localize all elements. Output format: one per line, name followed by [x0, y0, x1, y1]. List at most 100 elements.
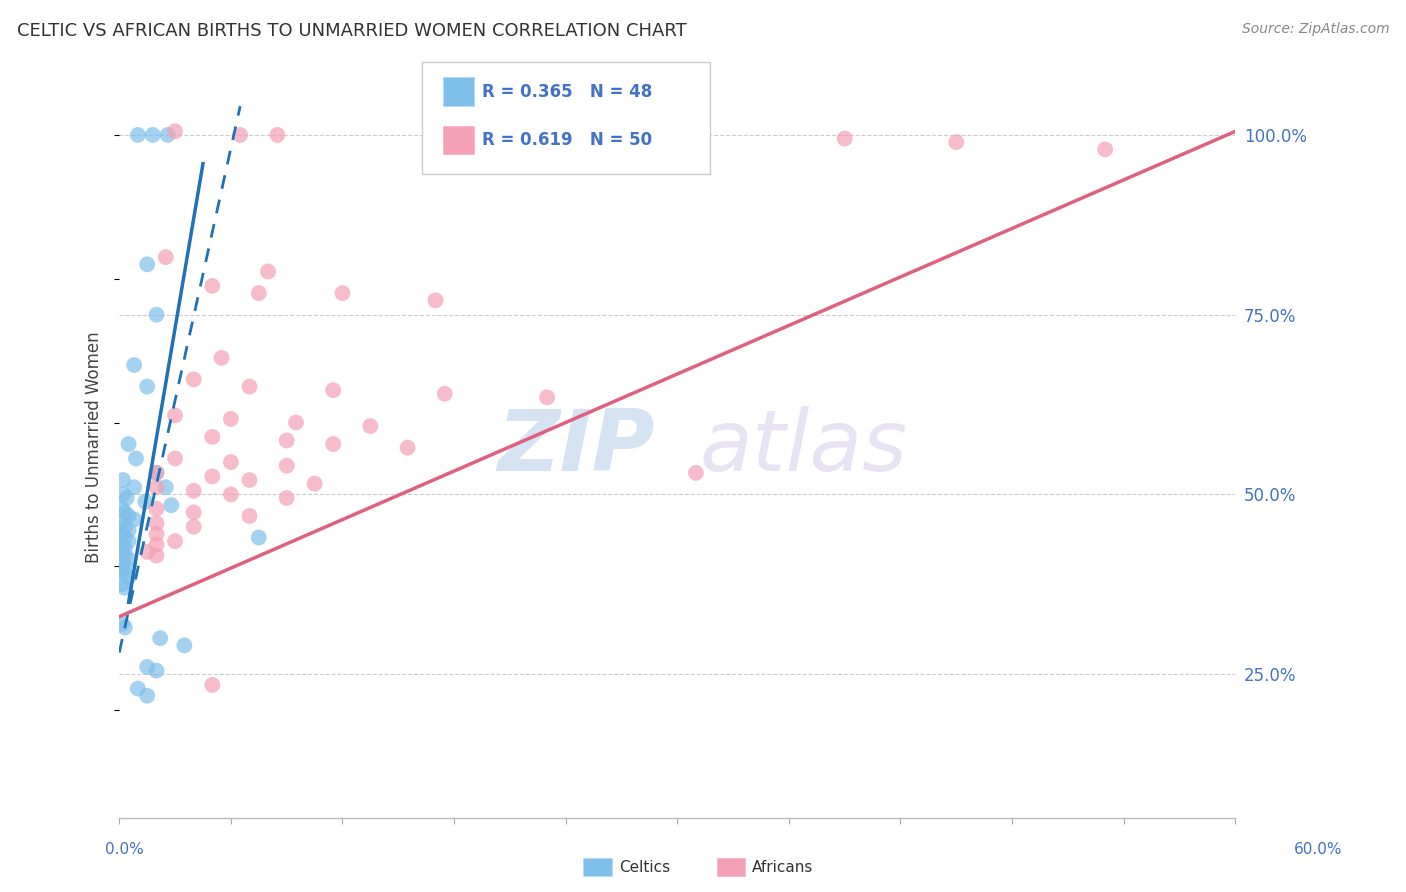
- Text: Africans: Africans: [752, 860, 814, 874]
- Point: [834, 131, 856, 145]
- Point: [127, 128, 149, 142]
- Point: [111, 501, 134, 516]
- Point: [145, 480, 167, 494]
- Point: [117, 552, 139, 566]
- Point: [122, 358, 145, 372]
- Point: [114, 541, 136, 556]
- Point: [396, 441, 419, 455]
- Text: R = 0.619   N = 50: R = 0.619 N = 50: [482, 131, 652, 149]
- Point: [183, 372, 205, 386]
- Point: [111, 577, 134, 591]
- Point: [111, 545, 134, 559]
- Text: R = 0.365   N = 48: R = 0.365 N = 48: [482, 83, 652, 101]
- Point: [114, 559, 136, 574]
- Point: [122, 512, 145, 526]
- Point: [160, 498, 183, 512]
- Point: [183, 520, 205, 534]
- Point: [322, 437, 344, 451]
- Point: [127, 681, 149, 696]
- Point: [257, 264, 280, 278]
- Point: [238, 379, 260, 393]
- Point: [114, 581, 136, 595]
- Point: [219, 455, 242, 469]
- Point: [201, 279, 224, 293]
- Point: [136, 689, 159, 703]
- Point: [145, 466, 167, 480]
- Point: [165, 534, 187, 549]
- Point: [276, 491, 298, 505]
- Point: [134, 494, 156, 508]
- Point: [359, 419, 381, 434]
- Point: [117, 524, 139, 538]
- Point: [136, 545, 159, 559]
- Point: [201, 430, 224, 444]
- Point: [122, 480, 145, 494]
- Point: [165, 124, 187, 138]
- Point: [117, 570, 139, 584]
- Point: [1094, 142, 1116, 156]
- Point: [219, 412, 242, 426]
- Text: atlas: atlas: [700, 406, 908, 489]
- Point: [111, 538, 134, 552]
- Point: [238, 508, 260, 523]
- Point: [114, 520, 136, 534]
- Point: [165, 451, 187, 466]
- Point: [201, 469, 224, 483]
- Point: [425, 293, 447, 308]
- Point: [229, 128, 252, 142]
- Point: [111, 516, 134, 531]
- Point: [322, 383, 344, 397]
- Point: [111, 487, 134, 501]
- Point: [183, 505, 205, 519]
- Point: [433, 386, 456, 401]
- Point: [145, 466, 167, 480]
- Point: [136, 379, 159, 393]
- Point: [266, 128, 288, 142]
- Point: [145, 538, 167, 552]
- Point: [114, 566, 136, 581]
- Text: Celtics: Celtics: [619, 860, 669, 874]
- Point: [145, 527, 167, 541]
- Point: [114, 505, 136, 519]
- Point: [155, 250, 177, 264]
- Point: [111, 616, 134, 631]
- Point: [304, 476, 326, 491]
- Point: [165, 409, 187, 423]
- Point: [238, 473, 260, 487]
- Point: [125, 451, 148, 466]
- Point: [201, 678, 224, 692]
- Point: [536, 390, 558, 404]
- Point: [247, 286, 270, 301]
- Point: [332, 286, 354, 301]
- Point: [155, 480, 177, 494]
- Text: 60.0%: 60.0%: [1295, 842, 1343, 856]
- Point: [219, 487, 242, 501]
- Point: [183, 483, 205, 498]
- Point: [142, 128, 165, 142]
- Point: [247, 531, 270, 545]
- Point: [211, 351, 233, 365]
- Point: [145, 308, 167, 322]
- Point: [114, 549, 136, 563]
- Point: [111, 556, 134, 570]
- Point: [145, 664, 167, 678]
- Point: [115, 491, 138, 505]
- Text: CELTIC VS AFRICAN BIRTHS TO UNMARRIED WOMEN CORRELATION CHART: CELTIC VS AFRICAN BIRTHS TO UNMARRIED WO…: [17, 22, 686, 40]
- Point: [114, 531, 136, 545]
- Point: [111, 473, 134, 487]
- Text: ZIP: ZIP: [498, 406, 655, 489]
- Point: [145, 516, 167, 531]
- Point: [276, 458, 298, 473]
- Point: [276, 434, 298, 448]
- Point: [149, 631, 172, 645]
- Point: [145, 501, 167, 516]
- Point: [685, 466, 707, 480]
- Point: [117, 437, 139, 451]
- Y-axis label: Births to Unmarried Women: Births to Unmarried Women: [86, 332, 103, 564]
- Point: [145, 549, 167, 563]
- Text: 0.0%: 0.0%: [105, 842, 145, 856]
- Point: [114, 620, 136, 634]
- Point: [111, 527, 134, 541]
- Point: [285, 416, 308, 430]
- Text: Source: ZipAtlas.com: Source: ZipAtlas.com: [1241, 22, 1389, 37]
